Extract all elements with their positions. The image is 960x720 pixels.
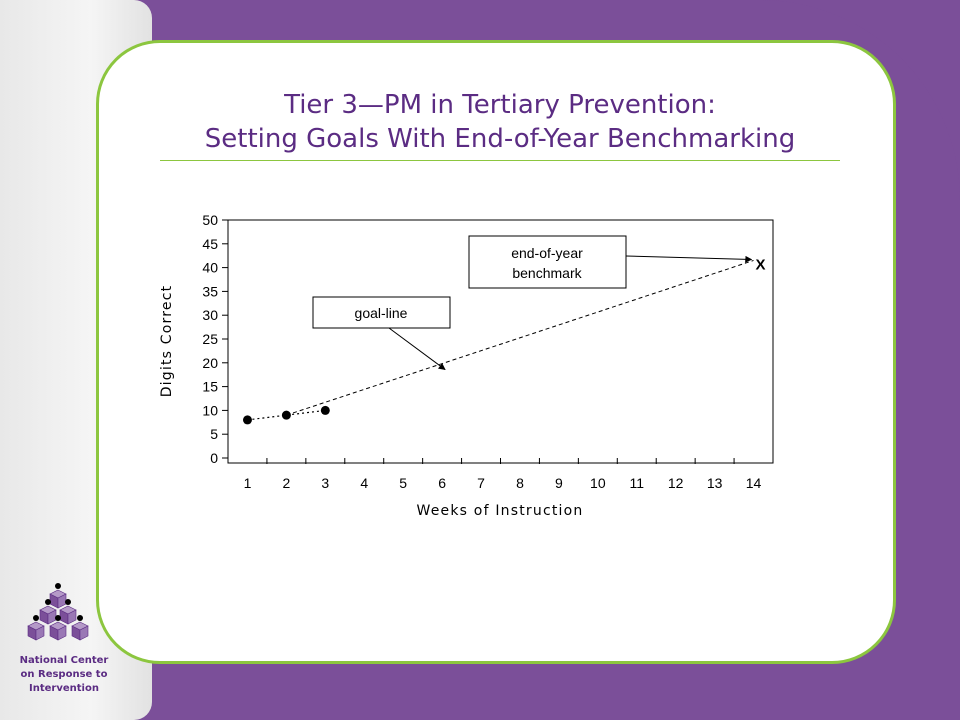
series-layer [242,259,754,425]
x-tick-label: 4 [360,475,368,491]
x-tick-label: 9 [555,475,563,491]
x-tick-label: 2 [282,475,290,491]
benchmark-callout: end-of-year benchmark [468,235,753,289]
x-tick-label: 13 [707,475,723,491]
y-tick-label: 35 [202,283,218,299]
benchmark-x-marker: X [756,256,766,273]
data-point [320,405,330,415]
benchmark-label-line-1: end-of-year [511,245,583,261]
y-tick-label: 10 [202,402,218,418]
y-axis-label: Digits Correct [159,285,175,398]
slide-title: Tier 3—PM in Tertiary Prevention: Settin… [160,88,840,156]
x-axis: 1 2 3 4 5 6 7 8 9 10 11 12 13 14 [244,458,762,491]
x-tick-label: 8 [516,475,524,491]
x-tick-label: 1 [244,475,252,491]
benchmark-label-line-2: benchmark [512,265,582,281]
x-axis-label: Weeks of Instruction [417,503,584,519]
x-tick-label: 3 [321,475,329,491]
x-tick-label: 12 [668,475,684,491]
y-tick-label: 20 [202,355,218,371]
y-axis: 0 5 10 15 20 25 30 35 40 45 50 [202,212,228,466]
x-tick-label: 10 [590,475,606,491]
org-name-line-1: National Center [19,655,109,666]
goal-line-callout: goal-line [312,296,451,370]
y-tick-label: 25 [202,331,218,347]
x-tick-label: 14 [746,475,762,491]
stacked-cubes-logo-icon [27,583,89,641]
y-tick-label: 50 [202,212,218,228]
y-tick-label: 40 [202,260,218,276]
org-name-line-2: on Response to [20,669,108,680]
organization-name: National Center on Response to Intervent… [4,654,124,696]
org-name-line-3: Intervention [29,683,99,694]
x-tick-label: 6 [438,475,446,491]
title-divider [160,160,840,161]
y-tick-label: 45 [202,236,218,252]
title-line-2: Setting Goals With End-of-Year Benchmark… [204,124,796,154]
benchmark-arrow [625,255,753,263]
y-tick-label: 15 [202,379,218,395]
x-tick-label: 11 [629,475,644,491]
goal-line-label: goal-line [355,305,408,321]
slide-panel [96,40,896,664]
baseline-series-line [247,409,326,421]
y-tick-label: 0 [210,450,218,466]
title-line-1: Tier 3—PM in Tertiary Prevention: [284,90,716,120]
y-tick-label: 30 [202,307,218,323]
x-tick-label: 7 [477,475,485,491]
y-tick-label: 5 [210,426,218,442]
goal-line [286,259,754,416]
x-tick-label: 5 [399,475,407,491]
goal-line-arrow [388,327,446,370]
data-point [242,415,252,425]
